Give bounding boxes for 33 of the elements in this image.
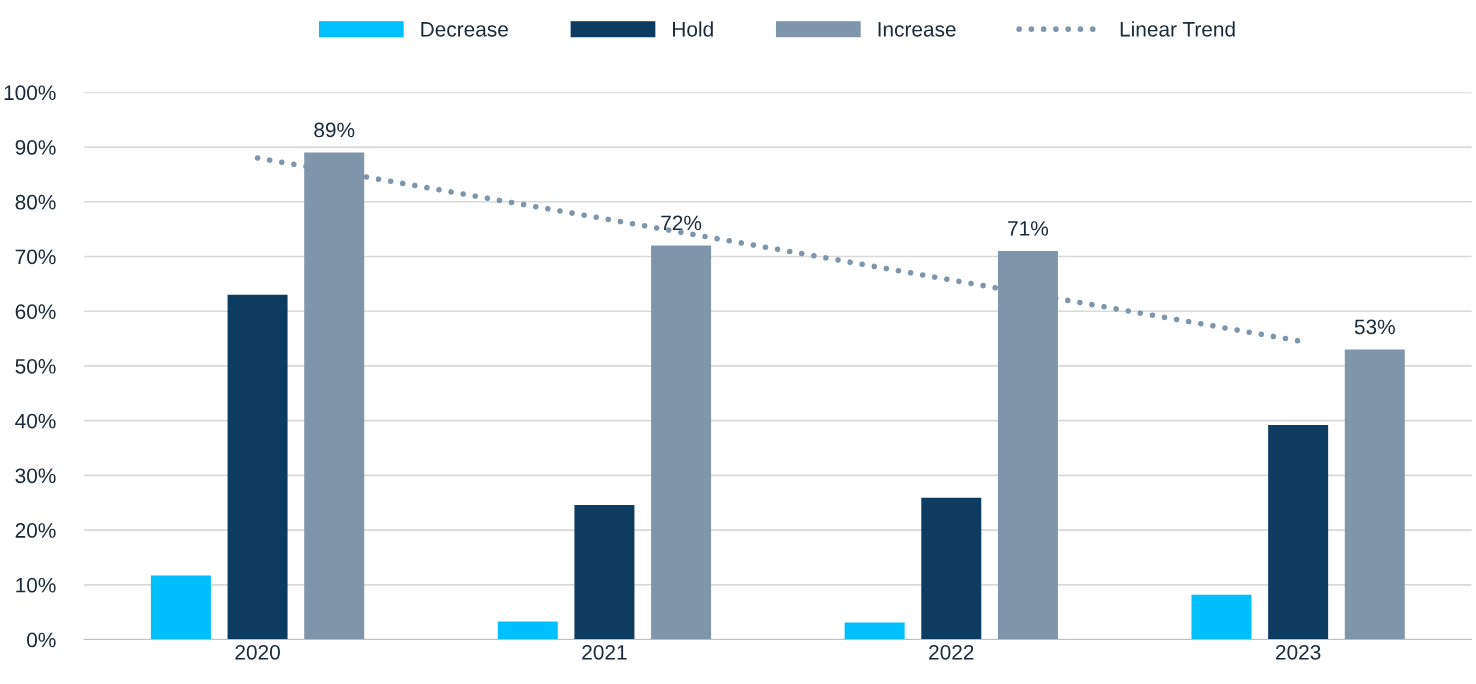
bar	[497, 621, 558, 640]
y-tick-label: 40%	[15, 413, 56, 429]
y-tick-label: 90%	[15, 140, 56, 155]
x-tick-label: 2022	[929, 644, 974, 660]
data-label: 71%	[1008, 221, 1049, 236]
data-label: 89%	[314, 122, 355, 138]
y-tick-label: 60%	[15, 304, 56, 319]
bar	[150, 575, 211, 640]
y-tick-label: 20%	[15, 523, 56, 538]
y-tick-label: 80%	[15, 194, 56, 210]
y-tick-label: 30%	[15, 468, 56, 484]
y-tick-label: 70%	[15, 249, 56, 265]
data-label: 53%	[1354, 319, 1395, 335]
legend-label: Increase	[878, 22, 956, 37]
bar	[651, 245, 712, 640]
x-tick-label: 2021	[582, 644, 627, 660]
legend-label: Decrease	[421, 22, 508, 37]
y-tick-label: 10%	[16, 577, 56, 593]
bar	[227, 294, 288, 640]
data-label: 72%	[661, 215, 702, 231]
bar	[1268, 425, 1329, 640]
legend-label: Linear Trend	[1120, 21, 1235, 37]
x-tick-label: 2023	[1276, 644, 1321, 660]
y-tick-label: 0%	[27, 632, 56, 648]
y-tick-label: 50%	[15, 358, 56, 374]
y-tick-label: 100%	[4, 85, 56, 101]
legend-label: Hold	[673, 21, 713, 37]
bar	[844, 622, 905, 640]
bar	[1191, 594, 1252, 640]
bar	[921, 497, 982, 640]
bar	[1344, 349, 1405, 640]
bar	[574, 504, 635, 640]
x-tick-label: 2020	[235, 644, 280, 660]
